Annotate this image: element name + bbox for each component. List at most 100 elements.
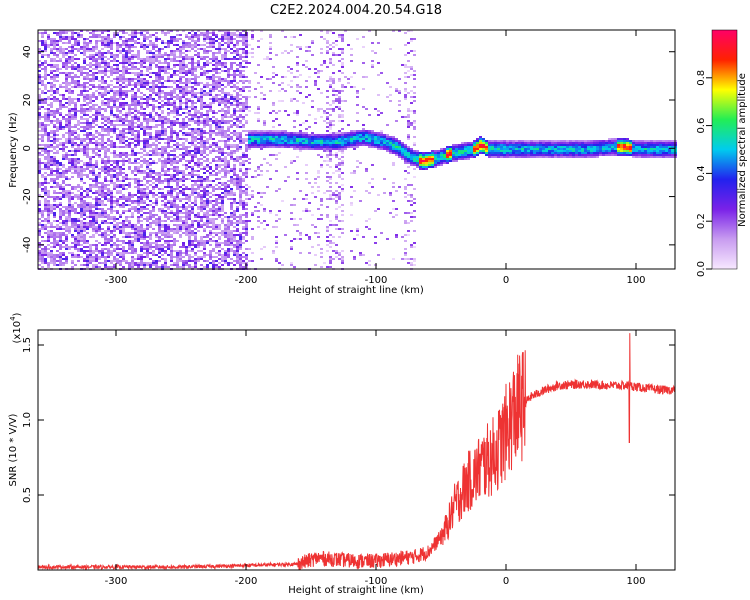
spectrogram-cell [185, 202, 188, 204]
spectrogram-cell [140, 98, 143, 100]
spectrogram-cell [197, 112, 200, 114]
spectrogram-cell [197, 56, 200, 58]
spectrogram-cell [149, 114, 152, 116]
spectrogram-cell [191, 96, 194, 98]
spectrogram-cell [50, 98, 53, 100]
spectrogram-cell [236, 94, 239, 96]
spectrogram-cell [86, 242, 89, 244]
spectrogram-cell [197, 174, 200, 176]
spectrogram-cell [53, 116, 56, 118]
spectrogram-cell [170, 236, 173, 238]
spectrogram-cell [194, 156, 197, 158]
spectrogram-cell [125, 114, 128, 116]
spectrogram-cell [104, 178, 107, 180]
spectrogram-cell [119, 172, 122, 174]
spectrogram-cell [173, 120, 176, 122]
spectrogram-cell [215, 226, 218, 228]
spectrogram-cell [122, 230, 125, 232]
spectrogram-cell [122, 48, 125, 50]
spectrogram-cell [143, 194, 146, 196]
spectrogram-cell [80, 170, 83, 172]
spectrogram-cell [185, 92, 188, 94]
spectrogram-cell [122, 128, 125, 130]
spectrogram-cell [128, 222, 131, 224]
spectrogram-cell [218, 120, 221, 122]
spectrogram-cell [62, 194, 65, 196]
spectrogram-cell [179, 46, 182, 48]
spectrogram-cell [161, 104, 164, 106]
spectrogram-cell [119, 180, 122, 182]
spectrogram-cell [125, 60, 128, 62]
spectrogram-cell [233, 108, 236, 110]
spectrogram-cell [149, 212, 152, 214]
spectrogram-cell [86, 136, 89, 138]
spectrogram-cell [128, 160, 131, 162]
spectrogram-cell [122, 162, 125, 164]
spectrogram-cell [86, 138, 89, 140]
spectrogram-cell [113, 176, 116, 178]
spectrogram-cell [98, 266, 101, 268]
spectrogram-cell [218, 126, 221, 128]
spectrogram-cell [50, 106, 53, 108]
spectrogram-cell [203, 202, 206, 204]
spectrogram-cell [116, 94, 119, 96]
spectrogram-cell [101, 254, 104, 256]
spectrogram-cell [68, 206, 71, 208]
spectrogram-cell [185, 94, 188, 96]
spectrogram-cell [173, 100, 176, 102]
spectrogram-cell [188, 90, 191, 92]
spectrogram-cell [44, 66, 47, 68]
spectrogram-cell [74, 160, 77, 162]
spectrogram-cell [158, 136, 161, 138]
spectrogram-cell [179, 106, 182, 108]
spectrogram-cell [122, 124, 125, 126]
spectrogram-cell [53, 180, 56, 182]
spectrogram-cell [47, 256, 50, 258]
spectrogram-cell [92, 252, 95, 254]
spectrogram-cell [233, 198, 236, 200]
spectrogram-cell [227, 44, 230, 46]
spectrogram-cell [116, 82, 119, 84]
spectrogram-cell [53, 142, 56, 144]
spectrogram-cell [74, 118, 77, 120]
spectrogram-cell [74, 150, 77, 152]
spectrogram-cell [56, 98, 59, 100]
spectrogram-cell [176, 48, 179, 50]
spectrogram-cell [236, 100, 239, 102]
spectrogram-cell [149, 104, 152, 106]
spectrogram-cell [233, 244, 236, 246]
spectrogram-cell [224, 122, 227, 124]
spectrogram-cell [80, 234, 83, 236]
spectrogram-cell [119, 206, 122, 208]
spectrogram-cell [209, 152, 212, 154]
spectrogram-cell [170, 174, 173, 176]
spectrogram-cell [41, 150, 44, 152]
spectrogram-cell [47, 156, 50, 158]
spectrogram-cell [101, 122, 104, 124]
spectrogram-cell [83, 66, 86, 68]
spectrogram-cell [200, 206, 203, 208]
spectrogram-cell [38, 122, 41, 124]
spectrogram-cell [116, 100, 119, 102]
spectrogram-cell [59, 108, 62, 110]
spectrogram-cell [131, 100, 134, 102]
spectrogram-cell [200, 104, 203, 106]
spectrogram-cell [194, 44, 197, 46]
spectrogram-cell [71, 160, 74, 162]
spectrogram-cell [86, 256, 89, 258]
spectrogram-cell [113, 142, 116, 144]
spectrogram-cell [146, 176, 149, 178]
spectrogram-cell [161, 110, 164, 112]
spectrogram-cell [62, 118, 65, 120]
spectrogram-cell [122, 180, 125, 182]
spectrogram-cell [89, 208, 92, 210]
spectrogram-cell [152, 120, 155, 122]
spectrogram-cell [104, 142, 107, 144]
spectrogram-cell [131, 30, 134, 32]
spectrogram-cell [65, 60, 68, 62]
spectrogram-cell [62, 170, 65, 172]
spectrogram-cell [98, 106, 101, 108]
spectrogram-cell [167, 230, 170, 232]
spectrogram-cell [224, 230, 227, 232]
spectrogram-cell [191, 250, 194, 252]
